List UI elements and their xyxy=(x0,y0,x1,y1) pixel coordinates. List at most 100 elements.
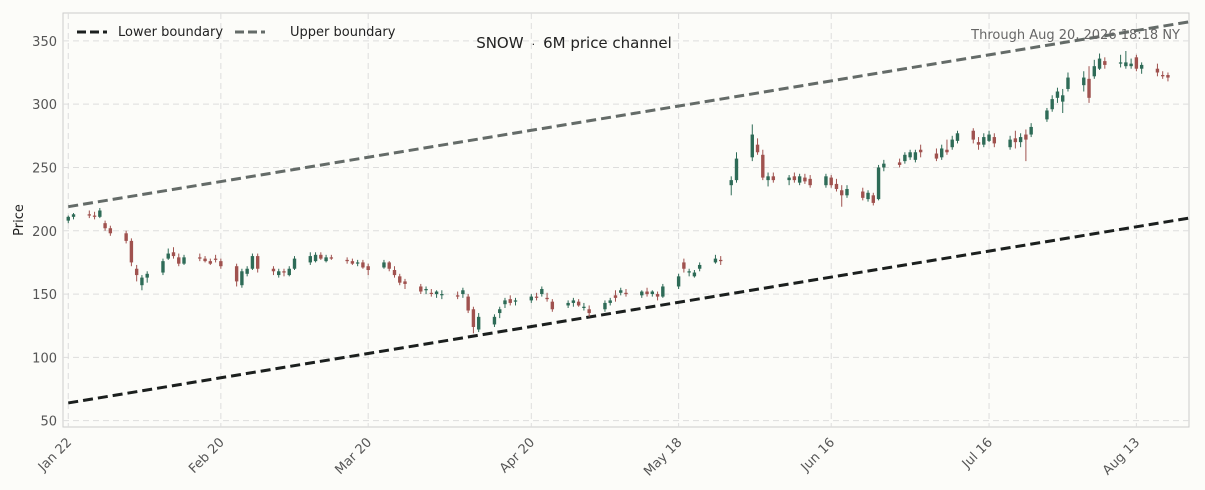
candle xyxy=(387,261,391,272)
candle xyxy=(1061,88,1065,114)
candle xyxy=(603,300,607,312)
candle xyxy=(971,128,975,144)
candle-body xyxy=(145,273,149,278)
candle-body xyxy=(98,210,102,217)
candle-body xyxy=(1134,57,1139,69)
candle-body xyxy=(71,214,76,217)
candle-body xyxy=(950,139,954,148)
candle-body xyxy=(1129,63,1133,67)
chart-title: SNOW · 6M price channel xyxy=(476,34,672,52)
candle-body xyxy=(366,266,370,271)
candle-body xyxy=(529,296,533,301)
y-tick-label: 100 xyxy=(32,351,57,366)
candle xyxy=(1118,54,1123,68)
candle xyxy=(513,297,518,306)
candle xyxy=(897,158,902,168)
candle-body xyxy=(292,258,297,269)
candle-body xyxy=(1097,58,1102,69)
candle-body xyxy=(313,254,318,262)
candle-body xyxy=(808,178,812,186)
candle-body xyxy=(908,152,912,158)
candle-body xyxy=(697,264,702,269)
candle-body xyxy=(1050,99,1054,110)
candle xyxy=(277,268,281,278)
candle xyxy=(1087,66,1091,103)
candle xyxy=(1103,57,1107,69)
candle-body xyxy=(403,281,407,284)
candle-body xyxy=(398,276,402,283)
candle-body xyxy=(640,291,644,296)
candle-body xyxy=(429,292,434,295)
legend-label-lower: Lower boundary xyxy=(118,25,223,40)
candle-body xyxy=(829,177,833,186)
legend: Lower boundary Upper boundary xyxy=(77,25,396,40)
x-tick-label: Mar 20 xyxy=(332,435,375,478)
candle xyxy=(829,175,833,188)
candle-body xyxy=(876,167,881,200)
candle xyxy=(992,133,997,148)
candle xyxy=(540,286,544,297)
candle xyxy=(355,259,360,267)
candle-body xyxy=(440,294,444,296)
candle-body xyxy=(250,256,255,269)
candle xyxy=(940,144,944,160)
candle-body xyxy=(619,290,623,293)
candle-body xyxy=(945,149,949,153)
y-tick-label: 350 xyxy=(32,35,57,50)
candle-body xyxy=(1118,62,1123,64)
candle xyxy=(498,306,502,319)
candle xyxy=(576,299,581,307)
candle-body xyxy=(845,188,849,196)
candle xyxy=(366,263,370,276)
candle xyxy=(1129,58,1133,69)
candle-body xyxy=(550,301,555,310)
candle xyxy=(761,149,765,181)
candle-body xyxy=(734,158,739,181)
candle-body xyxy=(903,154,907,162)
candle-body xyxy=(545,297,549,300)
candle xyxy=(766,172,770,187)
candle xyxy=(203,256,207,263)
candle xyxy=(1139,62,1144,74)
candle xyxy=(250,253,255,271)
candle-body xyxy=(1092,66,1096,77)
candle xyxy=(871,192,875,206)
title-separator: · xyxy=(532,38,536,51)
candle xyxy=(440,290,444,300)
candle xyxy=(797,173,802,186)
channel-lines xyxy=(68,20,1190,405)
candle xyxy=(182,254,186,265)
timestamp-note: Through Aug 20, 2026 18:18 NY xyxy=(970,28,1180,43)
candle-body xyxy=(1013,138,1018,143)
candle xyxy=(613,290,618,302)
candle xyxy=(645,287,649,297)
candle-body xyxy=(987,134,991,141)
y-axis-label: Price xyxy=(12,204,27,236)
candle-body xyxy=(161,261,165,273)
candle-body xyxy=(771,176,776,181)
candle-body xyxy=(382,262,386,268)
candle-body xyxy=(287,268,291,276)
candle-body xyxy=(1066,77,1070,89)
candle-body xyxy=(255,256,260,269)
candle xyxy=(313,252,318,263)
candle-body xyxy=(1029,126,1033,135)
candle-body xyxy=(319,254,323,259)
candle xyxy=(650,290,655,297)
candle-body xyxy=(476,316,481,330)
x-tick-label: Jan 22 xyxy=(35,435,75,475)
candle-body xyxy=(361,262,365,268)
candle-body xyxy=(713,258,718,263)
candle-body xyxy=(87,214,92,216)
candle xyxy=(108,225,113,236)
candle-body xyxy=(140,277,144,286)
candle xyxy=(1066,72,1070,92)
candle xyxy=(271,266,276,276)
candle xyxy=(550,299,555,312)
candles xyxy=(66,50,1170,334)
candle-body xyxy=(787,177,791,181)
candle xyxy=(140,275,144,291)
candle xyxy=(345,257,349,264)
x-tick-label: Feb 20 xyxy=(186,435,228,477)
candle-body xyxy=(329,257,334,259)
